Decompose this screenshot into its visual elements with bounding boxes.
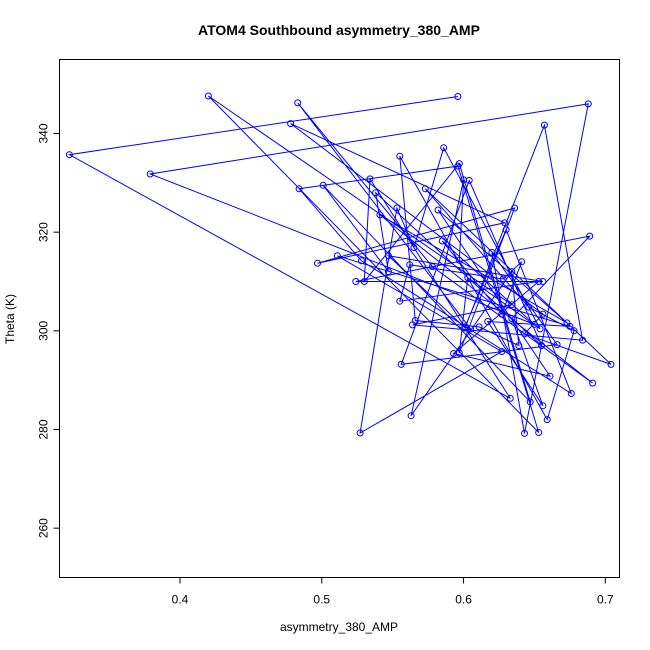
x-axis-label: asymmetry_380_AMP (280, 620, 398, 634)
y-tick-label: 320 (37, 222, 51, 242)
data-point (526, 398, 534, 406)
data-point (539, 278, 547, 285)
data-point (384, 268, 392, 276)
y-tick-label: 280 (37, 419, 51, 439)
data-point (498, 310, 506, 318)
data-point (454, 162, 462, 170)
data-point (475, 323, 483, 331)
data-point (396, 297, 404, 305)
data-point (376, 211, 384, 219)
data-point (438, 237, 446, 245)
data-point (407, 412, 415, 420)
data-point (540, 121, 548, 129)
data-point (460, 176, 468, 184)
data-point (521, 330, 528, 338)
data-point (535, 278, 543, 285)
data-point (511, 204, 519, 212)
data-point (397, 360, 405, 368)
data-point (570, 327, 578, 335)
data-point (543, 416, 551, 424)
x-axis: 0.4 0.5 0.6 0.7 (172, 577, 614, 607)
data-point (366, 175, 374, 183)
data-point (454, 93, 462, 100)
data-point (498, 348, 506, 356)
data-point (546, 372, 554, 380)
data-point (502, 226, 510, 234)
data-point (295, 185, 303, 193)
data-point (535, 429, 543, 436)
data-point (358, 257, 365, 265)
data-point (372, 189, 380, 197)
data-point (484, 318, 492, 325)
series-line (67, 95, 612, 434)
data-point (579, 336, 587, 344)
y-tick-label: 300 (37, 321, 51, 341)
data-point (506, 394, 514, 402)
data-point (553, 341, 561, 349)
data-point (566, 322, 574, 330)
data-point (525, 303, 533, 311)
y-tick-label: 260 (37, 518, 51, 538)
x-tick-label: 0.6 (455, 593, 472, 607)
data-point (146, 170, 154, 178)
x-tick-label: 0.5 (313, 593, 330, 607)
data-point (539, 310, 547, 318)
data-point (360, 278, 368, 285)
series-layer (65, 92, 615, 437)
data-point (314, 259, 321, 267)
data-point (455, 349, 463, 357)
data-point (396, 152, 404, 160)
data-point (515, 342, 523, 350)
data-point (499, 275, 507, 283)
data-point (589, 379, 597, 387)
data-point (536, 325, 544, 333)
data-point (204, 92, 212, 100)
data-point (530, 320, 538, 328)
data-point (421, 185, 429, 193)
data-point (464, 274, 472, 282)
x-tick-label: 0.4 (172, 593, 189, 607)
data-point (508, 315, 516, 322)
data-point (406, 261, 414, 269)
data-point (501, 219, 509, 227)
data-point (539, 402, 547, 410)
data-point (384, 252, 392, 260)
data-point (455, 256, 463, 264)
y-tick-label: 340 (37, 123, 51, 143)
data-point (393, 204, 401, 212)
plot-frame (59, 59, 620, 578)
data-point (410, 244, 418, 251)
x-tick-label: 0.7 (597, 593, 614, 607)
data-point (461, 324, 469, 332)
data-point (586, 232, 594, 240)
data-point (294, 99, 302, 107)
y-axis-label: Theta (K) (3, 294, 17, 344)
data-point (607, 360, 615, 368)
data-point (508, 301, 516, 309)
data-point (567, 390, 575, 397)
data-point (508, 268, 516, 276)
data-point (428, 263, 436, 271)
chart-title: ATOM4 Southbound asymmetry_380_AMP (198, 22, 480, 38)
data-point (521, 429, 528, 437)
data-point (488, 248, 496, 256)
data-point (411, 317, 419, 324)
y-axis: 260 280 300 320 340 (37, 123, 60, 538)
data-point (518, 258, 526, 266)
data-point (538, 342, 545, 350)
data-point (352, 278, 360, 285)
data-point (356, 429, 364, 437)
data-point (65, 151, 73, 159)
data-point (287, 120, 295, 128)
data-point (440, 144, 448, 152)
data-point (584, 100, 592, 108)
data-point (319, 181, 327, 189)
data-point (434, 206, 442, 214)
data-point (333, 252, 341, 260)
